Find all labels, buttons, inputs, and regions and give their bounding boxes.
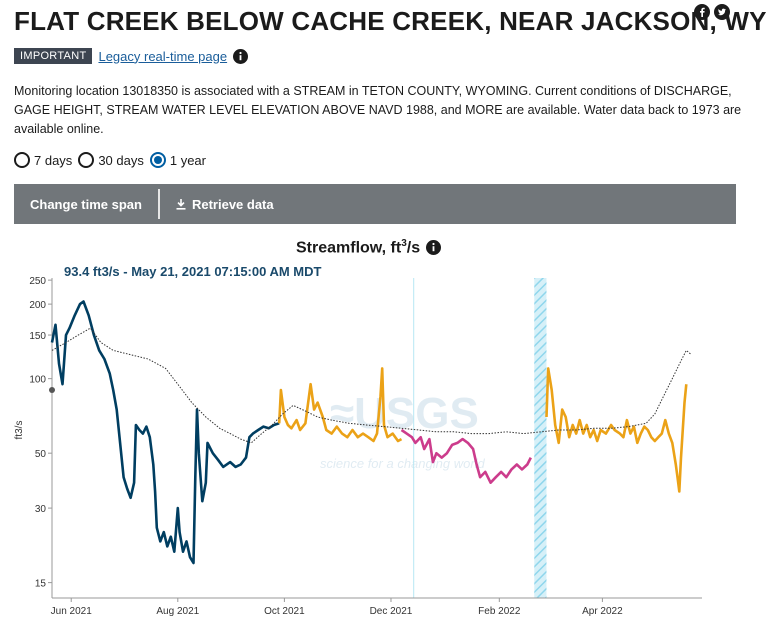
y-tick-label: 30 — [35, 504, 47, 515]
series-line-ice-affected — [400, 428, 532, 484]
twitter-icon[interactable] — [714, 4, 730, 20]
time-span-toolbar: Change time span Retrieve data — [14, 184, 736, 224]
chart-series — [50, 300, 692, 565]
x-tick-label: Oct 2021 — [264, 606, 305, 617]
radio-button[interactable] — [78, 152, 95, 168]
svg-text:science for a changing world: science for a changing world — [320, 456, 486, 471]
legacy-page-link[interactable]: Legacy real-time page — [98, 48, 228, 64]
y-tick-label: 50 — [35, 449, 47, 460]
important-badge: IMPORTANT — [14, 48, 93, 64]
retrieve-data-label: Retrieve data — [191, 196, 274, 212]
radio-7-days[interactable]: 7 days — [14, 152, 72, 168]
chart-info-icon[interactable] — [426, 240, 442, 256]
chart-axes: 15 30 50 100 150 200 250 Jun 2021 Aug 2021 Oct 20… — [29, 276, 702, 617]
y-tick-label: 100 — [29, 375, 46, 386]
facebook-icon[interactable] — [694, 4, 710, 20]
series-line-approved — [50, 300, 280, 565]
page-title: FLAT CREEK BELOW CACHE CREEK, NEAR JACKS… — [14, 6, 767, 36]
y-axis-label: ft3/s — [14, 421, 25, 440]
radio-1-year[interactable]: 1 year — [149, 152, 206, 168]
time-span-options: 7 days 30 days 1 year — [14, 152, 206, 168]
x-tick-label: Dec 2021 — [370, 606, 413, 617]
tagline-row: IMPORTANT Legacy real-time page — [14, 48, 249, 64]
y-tick-label: 15 — [35, 579, 47, 590]
chart-title-text: Streamflow, ft3/s — [296, 238, 421, 257]
radio-button[interactable] — [14, 152, 30, 168]
social-links — [694, 4, 730, 20]
svg-text:≈USGS: ≈USGS — [330, 389, 479, 438]
toolbar-divider — [157, 189, 160, 219]
x-tick-label: Aug 2021 — [156, 606, 199, 617]
download-icon — [176, 198, 186, 210]
radio-button-selected[interactable] — [149, 152, 166, 168]
chart-title: Streamflow, ft3/s — [296, 238, 442, 257]
highlight-band — [534, 278, 547, 598]
change-time-span-button[interactable]: Change time span — [30, 196, 142, 212]
series-line-median — [51, 327, 692, 444]
info-icon[interactable] — [233, 48, 249, 64]
x-tick-label: Apr 2022 — [582, 606, 623, 617]
radio-label: 1 year — [169, 152, 206, 168]
series-line-provisional — [545, 367, 688, 493]
chart-tooltip: 93.4 ft3/s - May 21, 2021 07:15:00 AM MD… — [64, 264, 322, 279]
retrieve-data-button[interactable]: Retrieve data — [160, 184, 290, 224]
y-tick-label: 250 — [29, 276, 46, 287]
usgs-watermark: ≈USGS science for a changing world — [320, 389, 486, 471]
cursor-marker-dot — [49, 386, 55, 393]
x-tick-label: Feb 2022 — [478, 606, 521, 617]
y-tick-label: 200 — [29, 300, 46, 311]
series-line-provisional — [277, 367, 403, 443]
radio-label: 30 days — [98, 152, 144, 168]
radio-30-days[interactable]: 30 days — [78, 152, 144, 168]
streamflow-chart[interactable]: ≈USGS science for a changing world 15 30 5… — [0, 260, 768, 620]
x-tick-label: Jun 2021 — [51, 606, 93, 617]
y-tick-label: 150 — [29, 331, 46, 342]
radio-label: 7 days — [34, 152, 73, 168]
site-description: Monitoring location 13018350 is associat… — [14, 84, 742, 136]
